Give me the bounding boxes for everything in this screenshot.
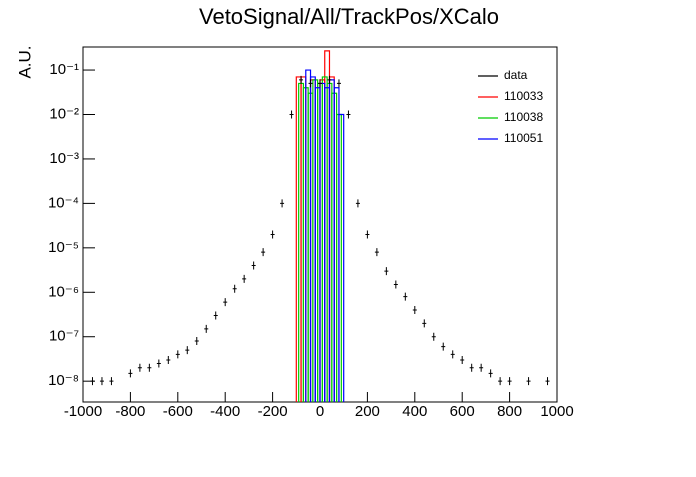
data-point <box>479 363 484 372</box>
data-point <box>185 346 190 355</box>
data-point <box>526 377 531 386</box>
data-point <box>450 350 455 359</box>
data-point <box>403 292 408 301</box>
data-point <box>545 377 550 386</box>
data-point <box>232 284 237 293</box>
x-tick-label: 1000 <box>540 403 573 420</box>
data-point <box>498 377 503 386</box>
data-point <box>280 199 285 208</box>
data-point <box>251 261 256 270</box>
data-point <box>318 79 322 88</box>
y-axis-label: A.U. <box>15 45 34 78</box>
data-point <box>488 369 493 378</box>
data-point <box>299 75 304 84</box>
data-point <box>469 363 474 372</box>
x-tick-label: -800 <box>115 403 145 420</box>
y-tick-label: 10⁻⁶ <box>48 283 79 300</box>
legend-label: 110033 <box>504 89 543 103</box>
data-point <box>204 324 209 333</box>
data-point <box>327 75 332 84</box>
data-point <box>213 311 218 320</box>
data-point <box>261 248 266 257</box>
y-tick-label: 10⁻³ <box>49 150 79 167</box>
y-tick-label: 10⁻⁷ <box>49 328 79 345</box>
y-tick-label: 10⁻² <box>49 105 79 122</box>
data-point <box>384 267 389 276</box>
data-point <box>365 230 370 239</box>
legend-label: 110051 <box>504 131 543 145</box>
data-point <box>156 359 161 368</box>
data-point <box>441 342 446 351</box>
data-point <box>355 199 360 208</box>
data-point <box>374 248 379 257</box>
data-point <box>137 363 142 372</box>
data-point <box>431 332 436 341</box>
histogram-bin <box>338 113 345 402</box>
x-tick-label: -1000 <box>64 403 102 420</box>
data-point <box>175 350 180 359</box>
x-tick-label: 400 <box>402 403 427 420</box>
x-tick-label: -200 <box>258 403 288 420</box>
x-tick-label: 200 <box>355 403 380 420</box>
data-point <box>99 377 104 386</box>
data-point <box>460 355 465 364</box>
legend <box>470 62 556 152</box>
data-point <box>393 280 398 289</box>
data-point <box>422 319 427 328</box>
y-tick-label: 10⁻⁵ <box>48 239 79 256</box>
data-point <box>128 369 133 378</box>
data-point <box>147 363 152 372</box>
y-tick-label: 10⁻⁴ <box>48 194 79 211</box>
data-point <box>90 377 95 386</box>
data-point <box>336 79 341 88</box>
data-point <box>289 110 294 119</box>
data-point <box>194 337 199 346</box>
legend-label: 110038 <box>504 110 543 124</box>
y-tick-label: 10⁻⁸ <box>48 372 79 389</box>
data-point <box>109 377 114 386</box>
data-point <box>346 110 351 119</box>
x-tick-label: 800 <box>497 403 522 420</box>
data-point <box>223 298 228 307</box>
data-point <box>412 305 417 314</box>
chart-title: VetoSignal/All/TrackPos/XCalo <box>199 4 499 29</box>
data-point <box>166 355 171 364</box>
x-tick-label: -600 <box>163 403 193 420</box>
data-point <box>270 230 275 239</box>
data-point <box>242 274 247 283</box>
y-tick-label: 10⁻¹ <box>49 61 79 78</box>
data-point <box>507 377 512 386</box>
x-tick-label: 600 <box>450 403 475 420</box>
data-point <box>308 79 313 88</box>
x-tick-label: 0 <box>316 403 324 420</box>
legend-label: data <box>504 68 528 82</box>
x-tick-label: -400 <box>210 403 240 420</box>
